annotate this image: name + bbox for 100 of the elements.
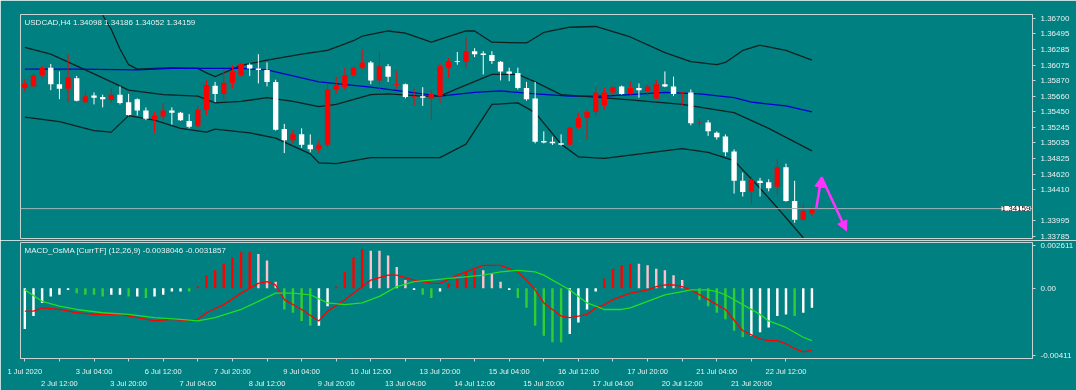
bar [352,257,355,289]
bar [430,288,433,299]
bar [456,278,459,289]
candlestick [593,85,599,117]
y-tick-label: 1.36285 [1040,44,1070,54]
y-tick-label: 0.00 [1040,283,1057,293]
candlestick [480,50,486,75]
bar [205,275,208,289]
line-series [24,67,813,113]
bar [179,288,182,292]
candlestick [489,50,495,65]
line-series [24,269,813,342]
candlestick [515,67,521,90]
candlestick [662,70,668,88]
candlestick [65,53,71,103]
bar [110,288,113,295]
bar [58,288,61,295]
candlestick [445,57,452,79]
candlestick [748,175,755,205]
bar [776,288,779,317]
candlestick [298,127,305,149]
candlestick [740,172,746,198]
chart-title: USDCAD,H4 1.34098 1.34186 1.34052 1.34159 [24,17,196,27]
candlestick [653,79,659,100]
candlestick [290,129,296,144]
candlestick [696,117,703,129]
candlestick [523,81,530,102]
candlestick [74,75,80,102]
candlestick [670,76,677,97]
candlestick [281,123,287,154]
candlestick [195,104,201,129]
bar [84,288,87,295]
bar [767,288,770,328]
candlestick [48,63,54,91]
bar [153,288,156,297]
candlestick [394,70,400,90]
y-tick-label: 1.36075 [1040,60,1070,70]
y-tick-label: 1.33995 [1040,216,1070,226]
candlestick [454,51,460,66]
candlestick [774,158,781,196]
candlestick [91,91,97,105]
candlestick [221,68,227,100]
bar [447,283,450,289]
bar [421,288,424,295]
candlestick [558,133,564,147]
bar [620,265,623,289]
bar [750,288,753,336]
y-tick-label: 1.35450 [1040,107,1070,117]
y-tick-label: 1.35660 [1040,91,1070,101]
bar [577,288,580,323]
bar [438,288,442,292]
y-tick-label: 1.35035 [1040,138,1070,148]
candlestick [791,180,798,224]
bar [187,288,191,292]
line-series [24,102,804,239]
y-tick-label: 0.002611 [1040,241,1074,251]
bar [326,288,329,307]
bar [646,265,649,289]
candlestick [359,48,365,70]
bar [101,288,104,297]
y-tick-label: 1.36700 [1040,13,1070,23]
bar [170,288,174,292]
candlestick [342,67,348,91]
candlestick [601,86,608,111]
line-series [24,46,813,152]
candlestick [757,177,763,198]
y-tick-label: 1.34825 [1040,154,1070,164]
bar [499,281,502,289]
y-tick-label: 1.36495 [1040,29,1070,39]
y-tick-label: 1.33785 [1040,232,1070,242]
candlestick [584,109,590,141]
line-series [102,14,813,78]
candlestick [368,60,374,85]
candlestick [610,85,616,96]
bar [231,257,234,289]
candlestick [463,36,469,69]
candlestick [264,61,270,87]
bar [127,288,130,297]
candlestick [411,88,417,106]
bar [594,288,597,292]
y-tick-label: 1.34410 [1040,185,1070,195]
candlestick [212,81,218,103]
y-tick-label: 1.35245 [1040,122,1070,132]
chart-title: MACD_OsMA [CurrTF] (12,26,9) -0.0038046 -0.0031857 [24,245,227,255]
candlestick [56,70,63,100]
candlestick [567,126,573,147]
bar [793,288,796,317]
candlestick [169,106,175,126]
y-tick-label: 1.35870 [1040,75,1070,85]
bar [603,278,606,289]
y-tick-label: 1.34620 [1040,169,1070,179]
candlestick [636,82,642,99]
candlestick [125,93,132,117]
ref-line-label: 1.34159 [1001,204,1032,214]
candlestick [809,206,815,218]
candlestick [376,51,383,92]
candlestick [255,53,262,84]
bar [257,253,260,289]
candlestick [229,64,236,90]
y-tick-label: -0.00411 [1040,350,1073,360]
